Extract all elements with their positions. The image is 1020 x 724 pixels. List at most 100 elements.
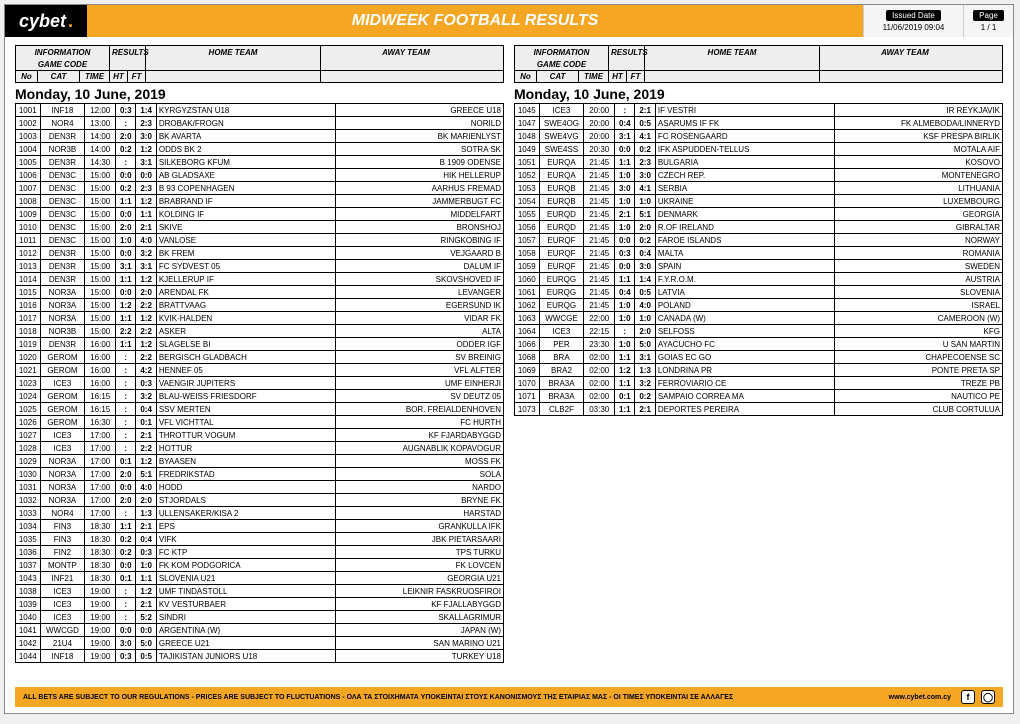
cell-cat: FIN3	[40, 520, 85, 533]
cell-time: 18:30	[85, 572, 116, 585]
cell-cat: EURQG	[539, 273, 584, 286]
cell-time: 19:00	[85, 650, 116, 663]
cell-cat: ICE3	[40, 429, 85, 442]
table-row: 1033NOR417:00:1:3ULLENSAKER/KISA 2HARSTA…	[16, 507, 504, 520]
cell-home: KV VESTURBAER	[156, 598, 335, 611]
cell-cat: DEN3R	[40, 338, 85, 351]
cell-home: HENNEF 05	[156, 364, 335, 377]
cell-away: KSF PRESPA BIRLIK	[834, 130, 1003, 143]
cell-time: 15:00	[85, 208, 116, 221]
cell-cat: EURQD	[539, 208, 584, 221]
cell-away: TPS TURKU	[335, 546, 504, 559]
cell-cat: NOR3A	[40, 494, 85, 507]
cell-ht: :	[615, 104, 635, 117]
brand-logo: cybet.	[5, 5, 87, 37]
cell-cat: DEN3R	[40, 260, 85, 273]
cell-no: 1060	[515, 273, 540, 286]
cell-away: VFL ALFTER	[335, 364, 504, 377]
cell-cat: ICE3	[539, 104, 584, 117]
cell-ft: 2:1	[136, 429, 156, 442]
cell-no: 1024	[16, 390, 41, 403]
footer-bar: ALL BETS ARE SUBJECT TO OUR REGULATIONS …	[15, 687, 1003, 707]
cell-ft: 0:5	[136, 650, 156, 663]
cell-no: 1015	[16, 286, 41, 299]
cell-cat: ICE3	[539, 325, 584, 338]
cell-cat: ICE3	[40, 598, 85, 611]
table-row: 1032NOR3A17:002:02:0STJORDALSBRYNE FK	[16, 494, 504, 507]
cell-away: BRONSHOJ	[335, 221, 504, 234]
cell-cat: DEN3C	[40, 169, 85, 182]
cell-ht: 3:1	[615, 130, 635, 143]
cell-time: 16:15	[85, 403, 116, 416]
table-row: 1061EURQG21:450:40:5LATVIASLOVENIA	[515, 286, 1003, 299]
cell-ht: 1:0	[116, 234, 136, 247]
left-header-bot: No CAT TIME HT FT	[15, 70, 504, 83]
brand-dot: .	[68, 11, 73, 32]
cell-time: 14:00	[85, 143, 116, 156]
table-row: 1045ICE320:00:2:1IF VESTRIIR REYKJAVIK	[515, 104, 1003, 117]
cell-home: VFL VICHTTAL	[156, 416, 335, 429]
cell-home: BRATTVAAG	[156, 299, 335, 312]
cell-ht: :	[116, 364, 136, 377]
cell-home: AB GLADSAXE	[156, 169, 335, 182]
cell-ft: 3:0	[136, 130, 156, 143]
cell-away: KF FJALLABYGGD	[335, 598, 504, 611]
cell-time: 21:45	[584, 260, 615, 273]
cell-home: ASKER	[156, 325, 335, 338]
cell-no: 1017	[16, 312, 41, 325]
cell-away: HIK HELLERUP	[335, 169, 504, 182]
cell-home: KJELLERUP IF	[156, 273, 335, 286]
cell-no: 1054	[515, 195, 540, 208]
cell-home: HOTTUR	[156, 442, 335, 455]
cell-home: B 93 COPENHAGEN	[156, 182, 335, 195]
cell-home: CZECH REP.	[655, 169, 834, 182]
table-row: 1021GEROM16:00:4:2HENNEF 05VFL ALFTER	[16, 364, 504, 377]
cell-no: 1006	[16, 169, 41, 182]
cell-ht: :	[116, 507, 136, 520]
cell-ht: 0:3	[116, 104, 136, 117]
cell-no: 1066	[515, 338, 540, 351]
table-row: 1018NOR3B15:002:22:2ASKERALTA	[16, 325, 504, 338]
cell-away: VEJGAARD B	[335, 247, 504, 260]
cell-time: 12:00	[85, 104, 116, 117]
cell-away: LEVANGER	[335, 286, 504, 299]
cell-away: GEORGIA	[834, 208, 1003, 221]
cell-time: 02:00	[584, 364, 615, 377]
cell-ft: 2:0	[635, 221, 655, 234]
cell-ht: :	[116, 611, 136, 624]
cell-home: IF VESTRI	[655, 104, 834, 117]
cell-cat: EURQD	[539, 221, 584, 234]
cell-away: CAMEROON (W)	[834, 312, 1003, 325]
cell-ht: 0:2	[116, 546, 136, 559]
table-row: 1003DEN3R14:002:03:0BK AVARTABK MARIENLY…	[16, 130, 504, 143]
cell-home: POLAND	[655, 299, 834, 312]
cell-ft: 2:1	[136, 520, 156, 533]
cell-home: HODD	[156, 481, 335, 494]
cell-ht: 1:0	[615, 299, 635, 312]
cell-home: SILKEBORG KFUM	[156, 156, 335, 169]
cell-ht: 1:1	[615, 377, 635, 390]
cell-ft: 1:1	[136, 572, 156, 585]
brand-bet: bet	[39, 11, 66, 32]
table-row: 1070BRA3A02:001:13:2FERROVIARIO CETREZE …	[515, 377, 1003, 390]
table-row: 1028ICE317:00:2:2HOTTURAUGNABLIK KOPAVOG…	[16, 442, 504, 455]
cell-ht: :	[116, 429, 136, 442]
cell-no: 1042	[16, 637, 41, 650]
cell-no: 1068	[515, 351, 540, 364]
cell-cat: NOR3A	[40, 286, 85, 299]
cell-no: 1026	[16, 416, 41, 429]
cell-away: MONTENEGRO	[834, 169, 1003, 182]
cell-ft: 1:2	[136, 273, 156, 286]
cell-ht: 1:1	[615, 156, 635, 169]
hdr-information: INFORMATION	[515, 46, 609, 59]
footer-social: f ◯	[961, 690, 995, 704]
page-number-box: Page 1 / 1	[963, 5, 1013, 37]
cell-no: 1053	[515, 182, 540, 195]
cell-time: 15:00	[85, 182, 116, 195]
cell-home: FERROVIARIO CE	[655, 377, 834, 390]
cell-ht: :	[116, 156, 136, 169]
cell-away: AARHUS FREMAD	[335, 182, 504, 195]
cell-cat: DEN3C	[40, 208, 85, 221]
hdr-ft: FT	[627, 71, 645, 82]
cell-home: CANADA (W)	[655, 312, 834, 325]
